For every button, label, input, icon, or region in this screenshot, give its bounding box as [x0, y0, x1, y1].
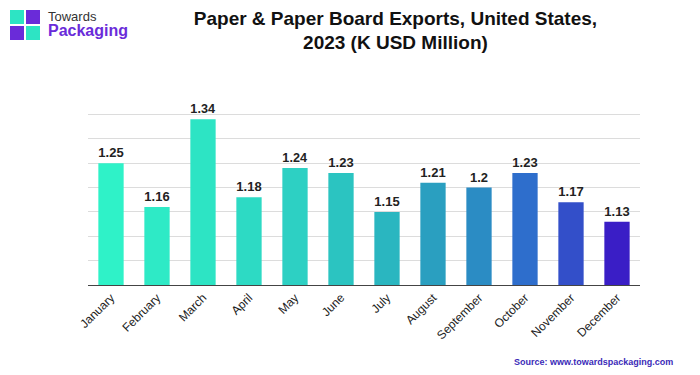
svg-text:1.15: 1.15 [374, 194, 399, 209]
svg-text:October: October [491, 291, 531, 331]
svg-text:June: June [319, 291, 348, 320]
svg-text:Paper & Paper Board Exports, U: Paper & Paper Board Exports, United Stat… [194, 8, 597, 54]
html-text:Packaging: Packaging [48, 22, 128, 40]
svg-text:September: September [434, 291, 485, 342]
svg-text:1.25: 1.25 [98, 145, 123, 160]
svg-text:May: May [275, 291, 301, 317]
svg-text:1.23: 1.23 [328, 155, 353, 170]
svg-text:1.23: 1.23 [512, 155, 537, 170]
svg-text:1.2: 1.2 [470, 170, 488, 185]
svg-text:April: April [228, 291, 255, 318]
svg-text:Source: www.towardspackaging.c: Source: www.towardspackaging.com [514, 357, 673, 367]
svg-text:1.24: 1.24 [282, 151, 307, 165]
svg-text:1.34: 1.34 [190, 102, 215, 116]
svg-text:January: January [77, 291, 117, 331]
svg-text:December: December [574, 291, 623, 340]
svg-text:1.16: 1.16 [144, 189, 169, 204]
svg-text:1.18: 1.18 [236, 179, 261, 194]
svg-text:1.21: 1.21 [420, 165, 445, 180]
svg-text:1.13: 1.13 [604, 204, 629, 219]
svg-text:March: March [176, 291, 209, 324]
svg-text:August: August [403, 290, 440, 327]
svg-text:February: February [120, 291, 164, 335]
svg-text:November: November [528, 291, 577, 340]
html-text:Towards: Towards [48, 8, 97, 24]
svg-text:1.17: 1.17 [558, 184, 583, 199]
svg-text:July: July [368, 291, 393, 316]
